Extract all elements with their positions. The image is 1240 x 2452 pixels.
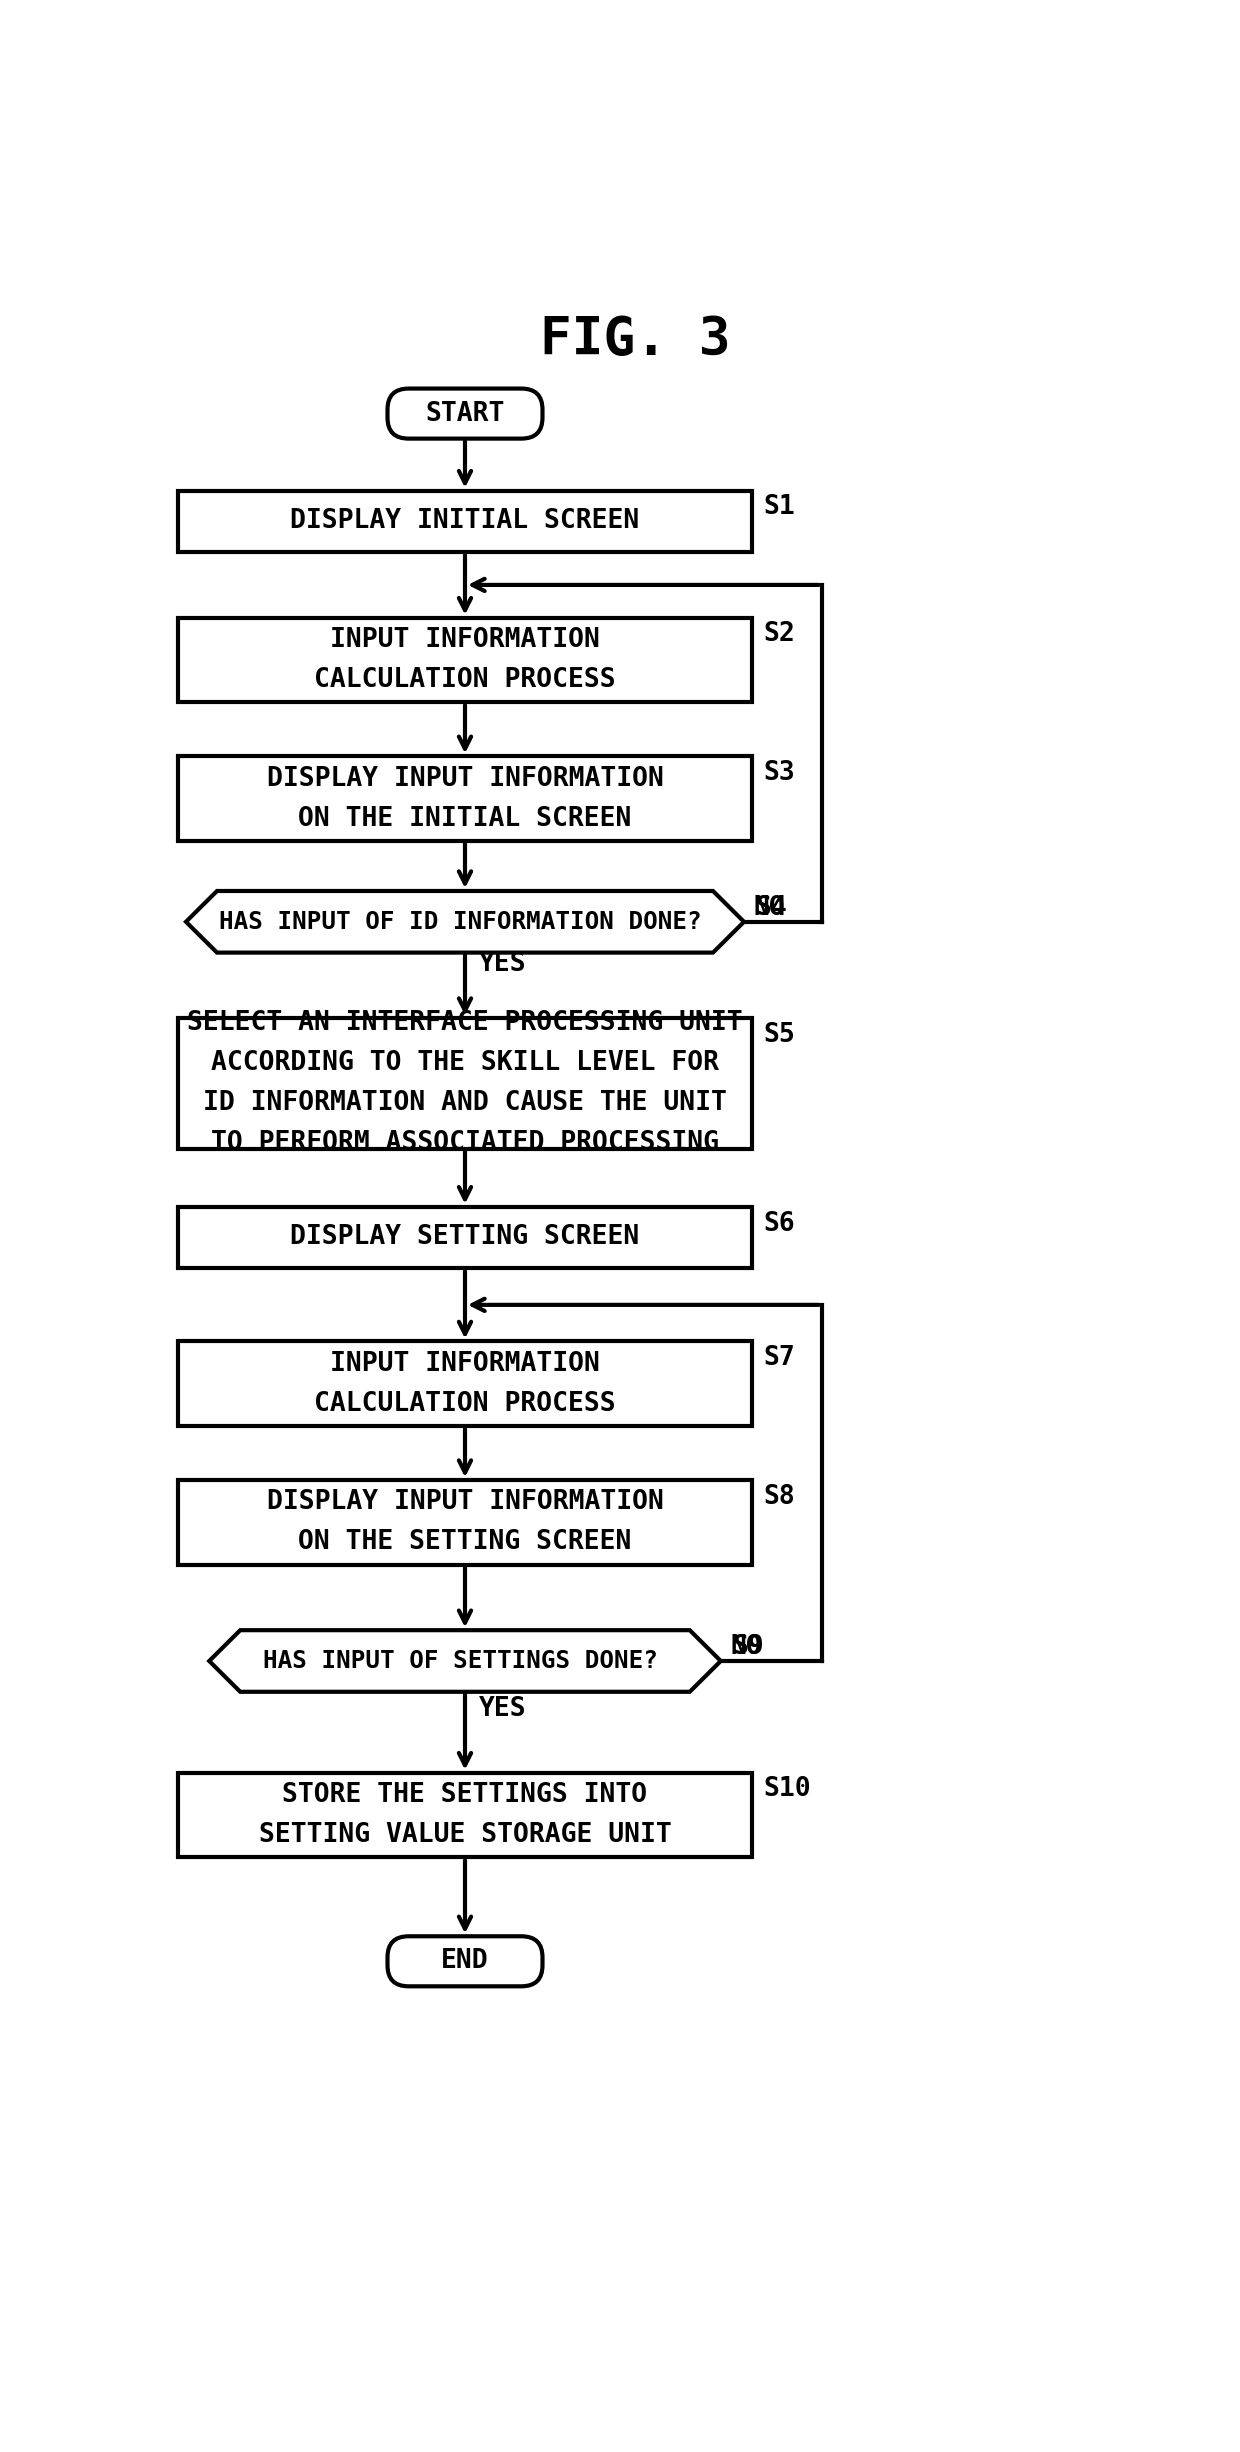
Text: S6: S6	[764, 1211, 795, 1236]
Polygon shape	[210, 1631, 720, 1692]
Text: HAS INPUT OF ID INFORMATION DONE?: HAS INPUT OF ID INFORMATION DONE?	[219, 910, 702, 934]
Text: S3: S3	[764, 760, 795, 787]
Bar	[179, 1773, 751, 1856]
Text: END: END	[441, 1949, 489, 1974]
Text: S10: S10	[764, 1778, 811, 1802]
Text: START: START	[425, 400, 505, 427]
Polygon shape	[186, 890, 744, 951]
Bar	[179, 1341, 751, 1427]
Text: S1: S1	[764, 495, 795, 520]
Text: S9: S9	[733, 1633, 764, 1660]
Text: DISPLAY INPUT INFORMATION
ON THE SETTING SCREEN: DISPLAY INPUT INFORMATION ON THE SETTING…	[267, 1488, 663, 1555]
Text: INPUT INFORMATION
CALCULATION PROCESS: INPUT INFORMATION CALCULATION PROCESS	[314, 628, 616, 694]
Text: DISPLAY INITIAL SCREEN: DISPLAY INITIAL SCREEN	[290, 508, 640, 535]
Text: NO: NO	[754, 895, 785, 922]
Text: YES: YES	[479, 1694, 527, 1721]
Bar	[179, 490, 751, 552]
Bar	[179, 755, 751, 841]
Text: FIG. 3: FIG. 3	[541, 314, 730, 365]
Text: S8: S8	[764, 1483, 795, 1510]
FancyBboxPatch shape	[387, 387, 543, 439]
Bar	[179, 1206, 751, 1268]
Text: NO: NO	[730, 1633, 761, 1660]
Text: DISPLAY SETTING SCREEN: DISPLAY SETTING SCREEN	[290, 1224, 640, 1251]
Text: S4: S4	[755, 895, 787, 922]
Text: YES: YES	[479, 951, 527, 976]
Text: S7: S7	[764, 1346, 795, 1371]
FancyBboxPatch shape	[387, 1937, 543, 1986]
Text: DISPLAY INPUT INFORMATION
ON THE INITIAL SCREEN: DISPLAY INPUT INFORMATION ON THE INITIAL…	[267, 765, 663, 831]
Text: SELECT AN INTERFACE PROCESSING UNIT
ACCORDING TO THE SKILL LEVEL FOR
ID INFORMAT: SELECT AN INTERFACE PROCESSING UNIT ACCO…	[187, 1010, 743, 1157]
Bar	[179, 1481, 751, 1564]
Bar	[179, 1018, 751, 1150]
Text: INPUT INFORMATION
CALCULATION PROCESS: INPUT INFORMATION CALCULATION PROCESS	[314, 1351, 616, 1417]
Text: S5: S5	[764, 1022, 795, 1047]
Bar	[179, 618, 751, 701]
Text: S2: S2	[764, 620, 795, 647]
Text: HAS INPUT OF SETTINGS DONE?: HAS INPUT OF SETTINGS DONE?	[263, 1650, 657, 1672]
Text: STORE THE SETTINGS INTO
SETTING VALUE STORAGE UNIT: STORE THE SETTINGS INTO SETTING VALUE ST…	[259, 1783, 671, 1849]
